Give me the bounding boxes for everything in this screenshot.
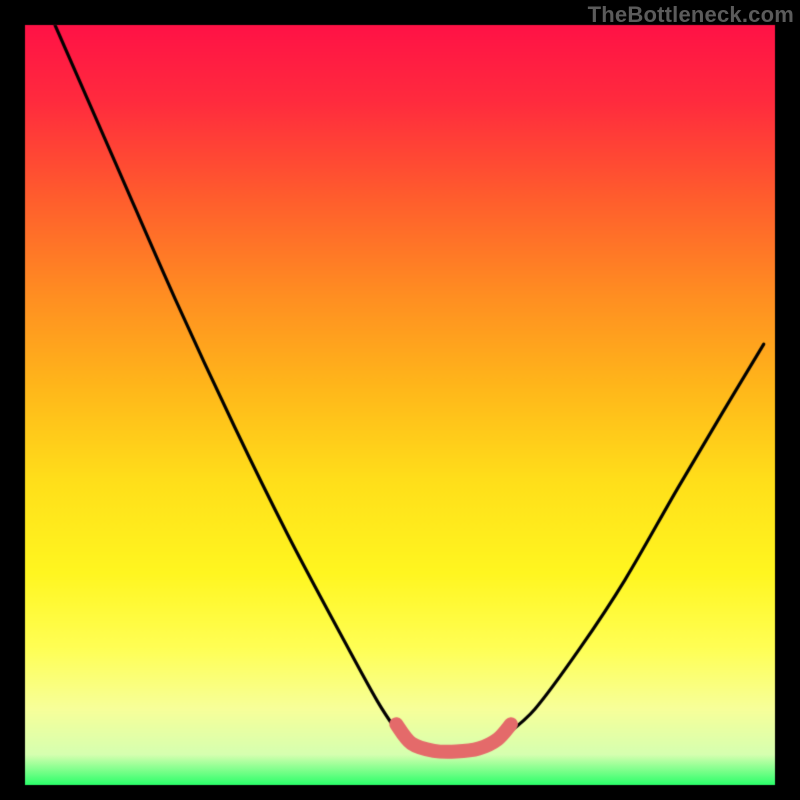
chart-container: TheBottleneck.com <box>0 0 800 800</box>
bottleneck-curve <box>0 0 800 800</box>
